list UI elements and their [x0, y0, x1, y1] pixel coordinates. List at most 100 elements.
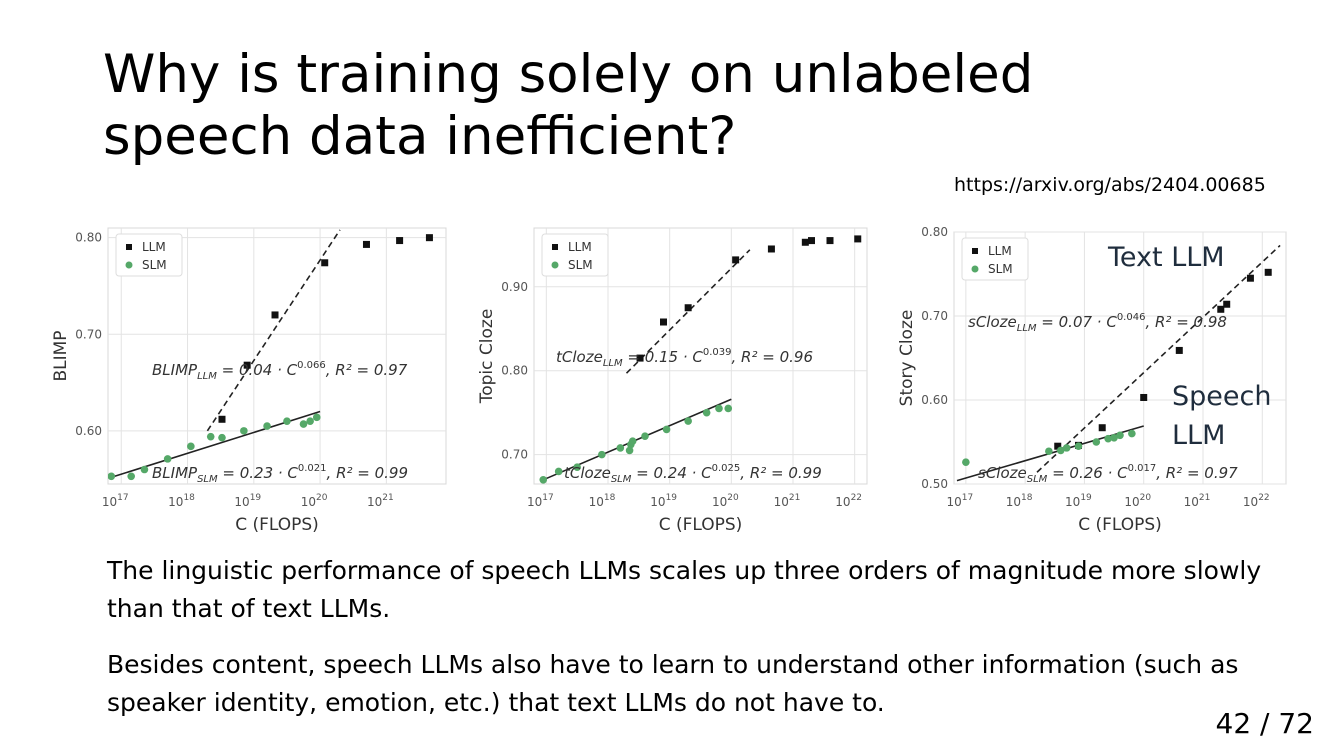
- slm-point: [127, 472, 135, 481]
- x-tick-label: 1021: [774, 493, 801, 509]
- fit-equation-llm: sClozeLLM = 0.07 · C0.046, R² = 0.98: [968, 312, 1227, 334]
- legend-box: [961, 237, 1029, 281]
- llm-point: [1054, 442, 1062, 450]
- body-paragraph-other-info: Besides content, speech LLMs also have t…: [107, 650, 1239, 717]
- llm-point: [684, 304, 692, 312]
- slm-point: [263, 422, 271, 430]
- llm-point: [826, 237, 834, 245]
- y-tick-label: 0.50: [921, 477, 948, 491]
- slm-point: [140, 465, 149, 474]
- slm-point: [299, 420, 308, 428]
- slm-point: [1110, 434, 1118, 442]
- y-tick-label: 0.70: [921, 309, 948, 323]
- llm-point: [396, 237, 404, 245]
- y-tick-label: 0.90: [501, 280, 528, 294]
- plot-area: [533, 227, 868, 485]
- x-axis-label: C (FLOPS): [235, 515, 319, 535]
- legend-slm-label: SLM: [568, 258, 593, 272]
- plot-marks: [956, 244, 1281, 482]
- fit-equation-slm: sClozeSLM = 0.26 · C0.017, R² = 0.97: [978, 463, 1238, 485]
- llm-point: [1098, 424, 1106, 432]
- slm-point: [616, 444, 625, 452]
- plot-marks: [539, 235, 862, 484]
- legend-llm-marker: [552, 244, 558, 250]
- legend-slm-label: SLM: [988, 262, 1013, 276]
- slm-point: [1062, 444, 1071, 452]
- slm-point: [163, 455, 172, 463]
- y-axis-label: Topic Cloze: [477, 309, 497, 405]
- x-tick-label: 1018: [1006, 493, 1033, 509]
- x-tick-label: 1017: [527, 493, 554, 509]
- x-tick-label: 1020: [712, 493, 739, 509]
- legend-slm-marker: [971, 265, 979, 273]
- legend-llm-label: LLM: [988, 244, 1012, 258]
- llm-fit-line: [1036, 244, 1281, 473]
- slm-point: [628, 437, 637, 445]
- y-tick-label: 0.80: [921, 225, 948, 239]
- llm-point: [321, 259, 329, 267]
- x-tick-label: 1020: [301, 493, 328, 509]
- slm-point: [1116, 431, 1124, 440]
- slm-point: [1092, 438, 1101, 446]
- x-tick-label: 1017: [102, 493, 129, 509]
- llm-point: [808, 237, 815, 245]
- x-tick-label: 1021: [1184, 493, 1211, 509]
- slm-point: [662, 425, 671, 434]
- legend-slm-label: SLM: [142, 258, 167, 272]
- y-tick-label: 0.70: [501, 448, 528, 462]
- slm-point: [641, 432, 649, 440]
- x-tick-label: 1022: [1243, 493, 1270, 509]
- slm-point: [1056, 446, 1065, 455]
- llm-point: [425, 234, 433, 242]
- x-tick-label: 1021: [367, 493, 394, 509]
- reference-link[interactable]: https://arxiv.org/abs/2404.00685: [954, 174, 1266, 196]
- y-tick-label: 0.70: [75, 327, 102, 341]
- slm-point: [1074, 442, 1083, 450]
- slm-point: [1045, 447, 1053, 456]
- slm-point: [187, 442, 195, 451]
- slm-point: [539, 476, 548, 484]
- story-cloze-chart: 1017 1018 1019 1020 1021 1022 0.50 0.60 0.70 0.80…: [897, 225, 1287, 535]
- legend-llm-marker: [126, 244, 132, 250]
- x-tick-label: 1020: [1124, 493, 1151, 509]
- slm-point: [218, 433, 226, 442]
- slm-point: [573, 463, 581, 472]
- llm-point: [1217, 305, 1225, 313]
- slm-point: [598, 450, 606, 459]
- llm-point: [1264, 268, 1272, 276]
- slm-point: [206, 432, 215, 441]
- text-llm-annotation: Text LLM: [1107, 242, 1225, 273]
- llm-fit-line: [625, 249, 751, 374]
- slm-point: [283, 417, 291, 426]
- x-tick-label: 1018: [168, 493, 195, 509]
- plot-marks: [108, 229, 433, 481]
- llm-point: [271, 311, 279, 319]
- llm-point: [1175, 346, 1183, 354]
- x-tick-label: 1018: [589, 493, 616, 509]
- fit-equation-slm: BLIMPSLM = 0.23 · C0.021, R² = 0.99: [152, 463, 408, 485]
- legend-llm-label: LLM: [142, 240, 166, 254]
- legend-slm-marker: [125, 261, 133, 269]
- llm-point: [636, 354, 644, 362]
- slm-point: [554, 467, 563, 476]
- blimp-chart: 1017 1018 1019 1020 1021 0.60 0.70 0.80 C (FLOPS…: [51, 227, 447, 535]
- slm-point: [108, 472, 116, 481]
- x-tick-label: 1019: [650, 493, 677, 509]
- x-tick-label: 1022: [835, 493, 862, 509]
- llm-point: [660, 318, 667, 326]
- x-axis-label: C (FLOPS): [1078, 515, 1162, 535]
- slm-point: [962, 458, 970, 466]
- fit-equation-llm: BLIMPLLM = 0.04 · C0.066, R² = 0.97: [152, 360, 408, 382]
- fit-equation-llm: tClozeLLM = 0.15 · C0.039, R² = 0.96: [556, 347, 813, 369]
- llm-fit-line: [206, 229, 341, 432]
- slm-point: [1128, 429, 1136, 438]
- slide-title: Why is training solely on unlabeled spee…: [103, 44, 1034, 167]
- slm-point: [625, 446, 634, 455]
- speech-llm-annotation-line2: LLM: [1172, 420, 1225, 451]
- llm-point: [767, 245, 775, 253]
- slm-point: [702, 408, 711, 417]
- llm-point: [243, 361, 251, 369]
- legend-box: [115, 233, 183, 277]
- page-number: 42 / 72: [1215, 707, 1315, 740]
- slm-point: [306, 417, 314, 426]
